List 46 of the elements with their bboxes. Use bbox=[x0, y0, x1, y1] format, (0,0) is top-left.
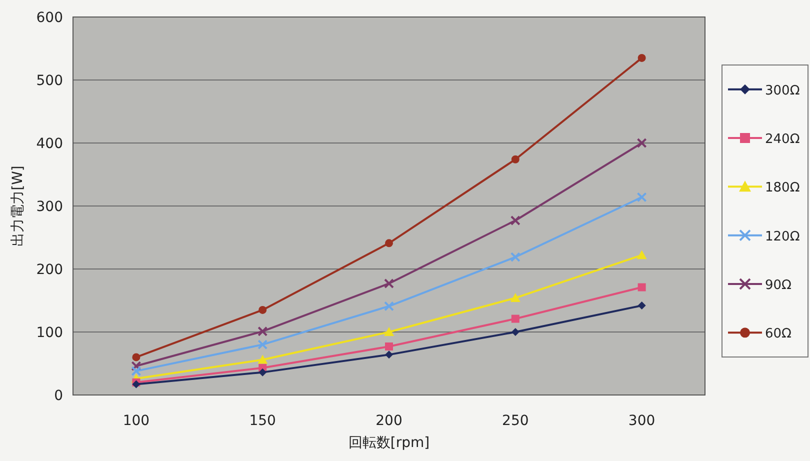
x-tick-label: 300 bbox=[628, 413, 656, 429]
point bbox=[258, 340, 268, 350]
legend-label: 90Ω bbox=[765, 278, 792, 293]
x-tick-label: 100 bbox=[122, 413, 150, 429]
point bbox=[258, 368, 267, 376]
y-tick-label: 400 bbox=[36, 136, 63, 152]
legend-label: 300Ω bbox=[765, 83, 800, 98]
point bbox=[636, 250, 647, 260]
point bbox=[636, 138, 647, 148]
legend-label: 240Ω bbox=[765, 132, 800, 147]
point bbox=[510, 215, 520, 226]
point bbox=[384, 327, 394, 336]
y-tick-label: 300 bbox=[36, 199, 63, 215]
legend-label: 180Ω bbox=[765, 180, 800, 196]
point bbox=[385, 350, 393, 359]
point bbox=[385, 239, 393, 248]
point bbox=[384, 301, 394, 312]
point bbox=[638, 302, 646, 310]
y-tick-label: 0 bbox=[54, 388, 63, 404]
point bbox=[131, 366, 142, 376]
x-tick-label: 250 bbox=[502, 413, 529, 429]
point bbox=[385, 342, 393, 350]
point bbox=[638, 54, 646, 62]
point bbox=[510, 252, 520, 262]
y-tick-label: 100 bbox=[36, 325, 63, 341]
point bbox=[510, 292, 520, 302]
point bbox=[384, 278, 394, 288]
point bbox=[258, 306, 267, 314]
point bbox=[638, 283, 646, 292]
x-tick-label: 150 bbox=[249, 413, 276, 429]
point bbox=[258, 354, 268, 364]
point bbox=[511, 328, 520, 336]
point bbox=[511, 314, 520, 323]
y-axis-title: 出力電力[W] bbox=[10, 166, 26, 246]
y-tick-label: 500 bbox=[36, 73, 63, 89]
x-axis-title: 回転数[rpm] bbox=[348, 435, 430, 451]
point bbox=[131, 361, 142, 372]
point bbox=[511, 155, 520, 164]
point bbox=[636, 192, 647, 202]
point bbox=[132, 353, 140, 362]
legend-label: 120Ω bbox=[765, 229, 800, 244]
point bbox=[258, 326, 268, 336]
x-tick-label: 200 bbox=[376, 413, 402, 429]
y-tick-label: 200 bbox=[36, 262, 63, 278]
legend-label: 60Ω bbox=[765, 326, 792, 342]
y-tick-label: 600 bbox=[36, 10, 63, 26]
